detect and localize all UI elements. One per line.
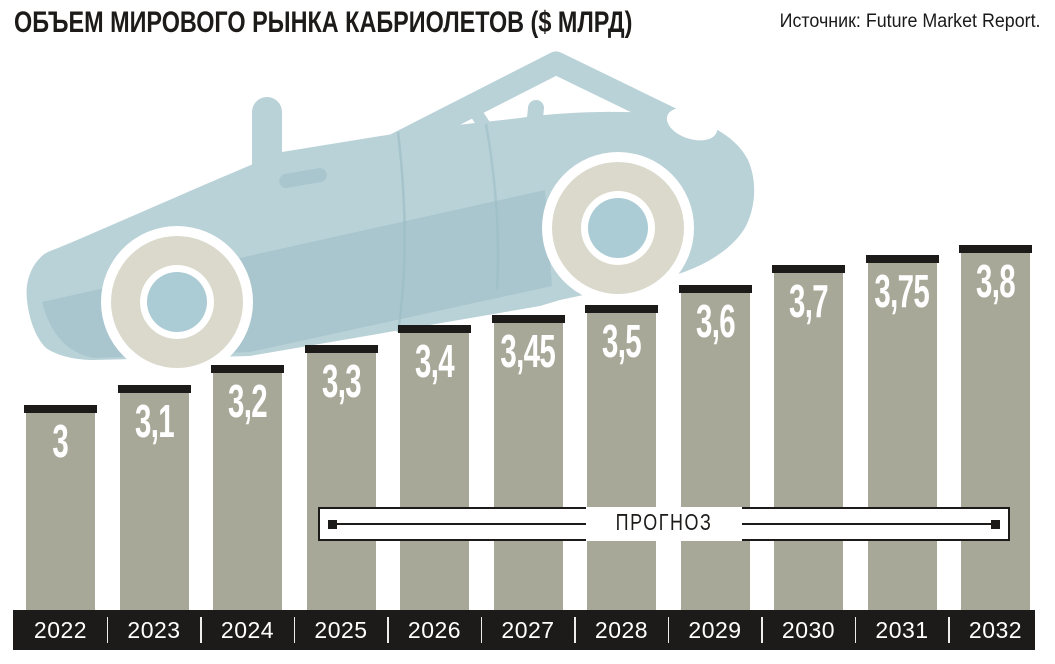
- bars-container: 3 3,1 3,2 3,3 3,4 3,45 3,5 3,6 3,7 3,75 3,8: [24, 0, 1032, 610]
- bar-cap: [24, 405, 97, 413]
- year-2025: 2025: [314, 616, 368, 643]
- year-separator: [200, 617, 202, 643]
- forecast-right-square-icon: [991, 519, 1000, 529]
- bar-value-label: 3,1: [134, 395, 174, 447]
- bar-2022: 3: [24, 405, 97, 610]
- bar-cap: [959, 245, 1032, 253]
- bar-2023: 3,1: [117, 385, 191, 610]
- year-separator: [854, 617, 856, 643]
- bar-cap: [585, 305, 658, 313]
- year-2030: 2030: [781, 616, 836, 643]
- x-axis-band: 2022 2023 2024 2025 2026 2027 2028 2029 2030 2031…: [13, 610, 1035, 650]
- bar-cap: [304, 345, 378, 353]
- bar-2024: 3,2: [211, 365, 284, 610]
- bar-cap: [678, 285, 752, 293]
- year-2024: 2024: [220, 616, 275, 643]
- year-2031: 2031: [875, 616, 929, 643]
- bar-cap: [211, 365, 284, 373]
- bar-2031: 3,75: [865, 255, 939, 610]
- year-separator: [293, 617, 295, 643]
- year-separator: [574, 617, 576, 643]
- bar-cap: [865, 255, 939, 263]
- bar-2032: 3,8: [959, 245, 1032, 610]
- year-separator: [667, 617, 669, 643]
- year-2026: 2026: [407, 616, 462, 643]
- year-2023: 2023: [127, 616, 181, 643]
- bar-value-label: 3,4: [414, 335, 455, 387]
- bar-cap: [491, 315, 565, 323]
- forecast-left-square-icon: [328, 519, 337, 529]
- year-2027: 2027: [501, 616, 555, 643]
- bar-2027: 3,45: [491, 315, 565, 610]
- forecast-label: ПРОГНОЗ: [615, 509, 713, 535]
- year-2032: 2032: [968, 616, 1023, 643]
- source-credit: Источник: Future Market Report.: [780, 11, 1041, 32]
- bar-2028: 3,5: [585, 305, 658, 610]
- bar-value-label: 3,3: [321, 355, 361, 407]
- bar-value-label: 3,75: [874, 265, 930, 317]
- bar-value-label: 3,45: [500, 325, 556, 377]
- bar-2025: 3,3: [304, 345, 378, 610]
- year-2029: 2029: [688, 616, 742, 643]
- bar-value-label: 3,6: [695, 295, 735, 347]
- bar-cap: [117, 385, 191, 393]
- year-labels: 2022 2023 2024 2025 2026 2027 2028 2029 2030 2031…: [26, 610, 1030, 650]
- bar-value-label: 3,2: [227, 375, 268, 427]
- year-2022: 2022: [33, 616, 88, 643]
- bar-value-label: 3,7: [788, 275, 829, 327]
- bar-value-label: 3,5: [601, 315, 642, 367]
- chart-title: ОБЪЕМ МИРОВОГО РЫНКА КАБРИОЛЕТОВ ($ МЛРД…: [14, 6, 633, 39]
- bar-cap: [772, 265, 845, 273]
- bar-2026: 3,4: [398, 325, 471, 610]
- year-separator: [480, 617, 482, 643]
- bar-2030: 3,7: [772, 265, 845, 610]
- year-separator: [387, 617, 389, 643]
- forecast-band: ПРОГНОЗ: [318, 507, 1010, 541]
- year-separator: [106, 617, 108, 643]
- year-separator: [948, 617, 950, 643]
- bar-value-label: 3,8: [975, 255, 1016, 307]
- year-2028: 2028: [594, 616, 649, 643]
- forecast-label-wrap: ПРОГНОЗ: [585, 507, 743, 541]
- bar-value-label: 3: [52, 415, 69, 467]
- bar-2029: 3,6: [678, 285, 752, 610]
- bar-cap: [398, 325, 471, 333]
- year-separator: [761, 617, 763, 643]
